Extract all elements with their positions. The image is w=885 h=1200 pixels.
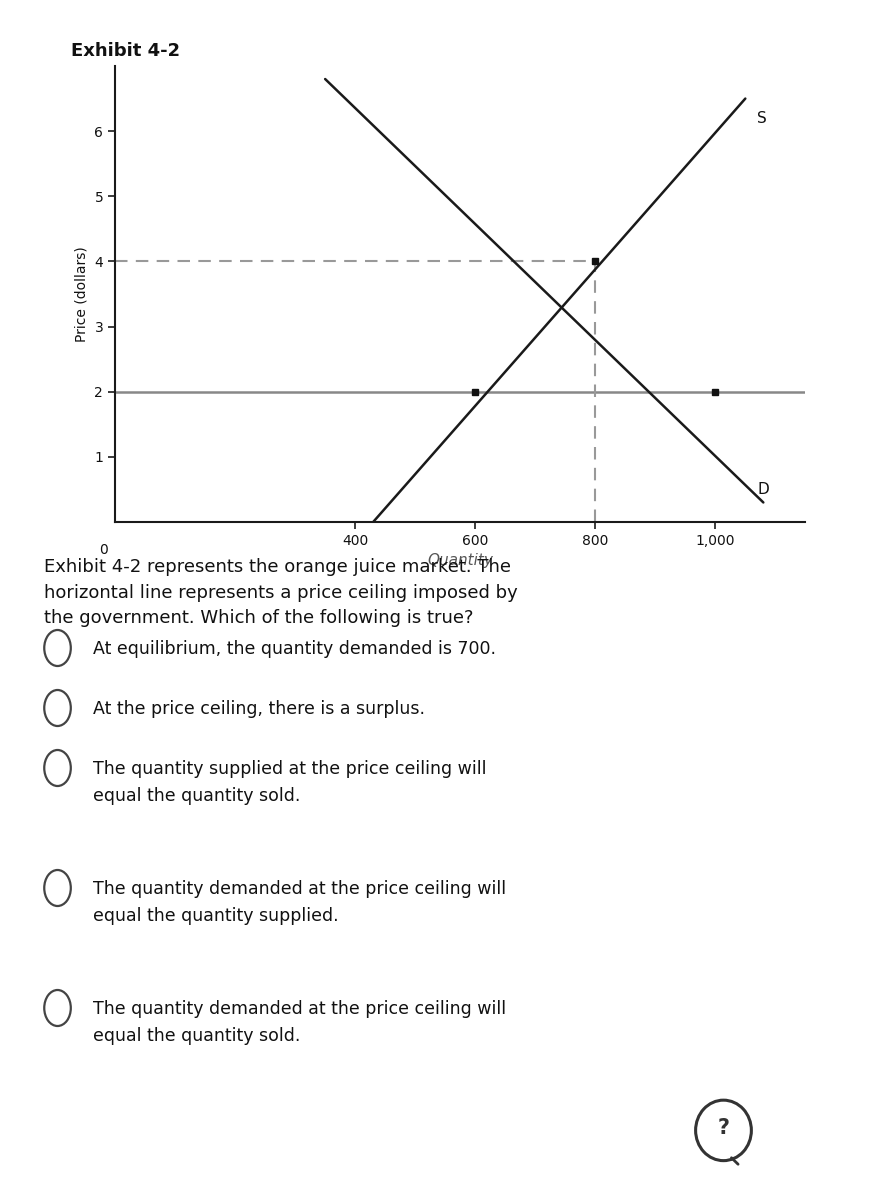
Text: The quantity demanded at the price ceiling will
equal the quantity sold.: The quantity demanded at the price ceili… (93, 1000, 506, 1045)
X-axis label: Quantity: Quantity (427, 553, 493, 569)
Text: ?: ? (718, 1118, 729, 1139)
Text: Exhibit 4-2: Exhibit 4-2 (71, 42, 180, 60)
Text: At the price ceiling, there is a surplus.: At the price ceiling, there is a surplus… (93, 700, 425, 718)
Text: Exhibit 4-2 represents the orange juice market. The
horizontal line represents a: Exhibit 4-2 represents the orange juice … (44, 558, 518, 628)
Y-axis label: Price (dollars): Price (dollars) (75, 246, 89, 342)
Text: The quantity supplied at the price ceiling will
equal the quantity sold.: The quantity supplied at the price ceili… (93, 760, 487, 805)
Text: 0: 0 (99, 542, 108, 557)
Text: The quantity demanded at the price ceiling will
equal the quantity supplied.: The quantity demanded at the price ceili… (93, 880, 506, 925)
Text: S: S (758, 110, 767, 126)
Text: D: D (758, 482, 769, 497)
Text: At equilibrium, the quantity demanded is 700.: At equilibrium, the quantity demanded is… (93, 640, 496, 658)
